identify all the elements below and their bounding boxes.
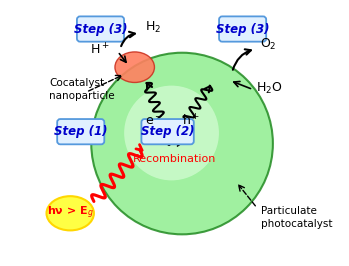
- FancyBboxPatch shape: [77, 16, 124, 42]
- Text: h$^+$: h$^+$: [182, 114, 200, 129]
- Text: e$^-$: e$^-$: [146, 115, 163, 128]
- Text: Cocatalyst
nanoparticle: Cocatalyst nanoparticle: [49, 78, 115, 101]
- Text: Recombination: Recombination: [133, 154, 216, 164]
- Text: Step (1): Step (1): [54, 125, 107, 138]
- Text: Step (3): Step (3): [74, 23, 127, 36]
- Text: H$^+$: H$^+$: [90, 43, 110, 58]
- Text: H$_2$: H$_2$: [145, 20, 161, 35]
- Text: O$_2$: O$_2$: [260, 37, 276, 52]
- Circle shape: [91, 53, 273, 234]
- FancyBboxPatch shape: [141, 119, 194, 144]
- Text: Step (2): Step (2): [141, 125, 194, 138]
- Text: hν > E$_g$: hν > E$_g$: [47, 205, 94, 222]
- Text: Step (3): Step (3): [216, 23, 269, 36]
- Ellipse shape: [46, 196, 94, 230]
- Text: H$_2$O: H$_2$O: [256, 81, 282, 96]
- Circle shape: [124, 86, 219, 180]
- Ellipse shape: [115, 52, 155, 82]
- FancyBboxPatch shape: [219, 16, 266, 42]
- FancyBboxPatch shape: [57, 119, 104, 144]
- Text: Particulate
photocatalyst: Particulate photocatalyst: [261, 206, 333, 229]
